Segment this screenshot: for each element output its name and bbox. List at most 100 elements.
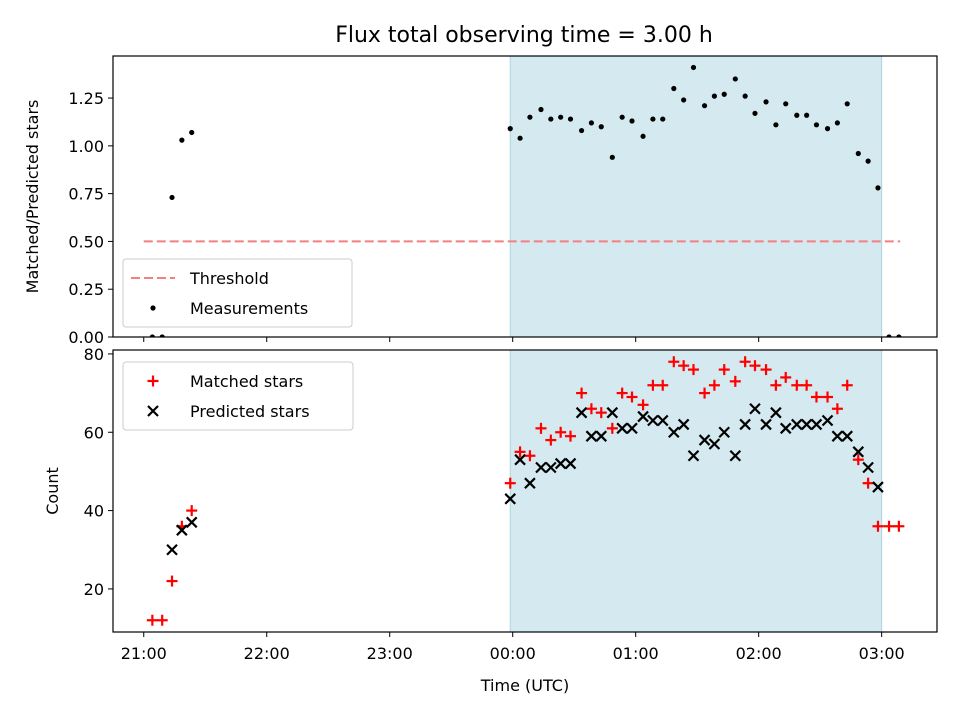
y-tick-label: 0.50	[68, 232, 104, 251]
measurement-point	[681, 97, 687, 103]
plot-area	[146, 356, 905, 626]
axes-frame	[112, 55, 938, 338]
matched-star-point	[626, 391, 638, 403]
measurement-point	[752, 110, 758, 116]
matched-star-point	[156, 614, 168, 626]
y-axis-label: Count	[43, 467, 62, 515]
matched-star-point	[749, 360, 761, 372]
predicted-star-point	[841, 430, 853, 442]
matched-star-point	[668, 356, 680, 368]
predicted-star-point	[176, 524, 188, 536]
matched-star-point	[186, 505, 198, 517]
legend: Matched stars Predicted stars	[122, 361, 354, 431]
predicted-star-point	[708, 438, 721, 450]
measurement-point	[886, 334, 892, 337]
matched-star-point	[893, 520, 905, 532]
plot-area	[143, 64, 902, 337]
y-tick-label: 0.75	[68, 185, 104, 204]
predicted-star-point	[595, 430, 608, 442]
predicted-star-point	[852, 446, 865, 458]
measurement-point	[783, 101, 789, 107]
measurement-point	[567, 116, 574, 122]
matched-star-point	[801, 379, 813, 391]
legend: Threshold Measurements	[122, 258, 353, 328]
measurement-point	[875, 185, 881, 191]
y-axis-label: Matched/Predicted stars	[23, 100, 42, 294]
matched-star-point	[831, 403, 843, 415]
count-panel: 20 40 60 80 21:00 22:00 23:00 00:00 01:00 02:00 03…	[43, 345, 938, 695]
x-tick-label: 23:00	[367, 644, 413, 663]
matched-star-point	[852, 454, 864, 466]
predicted-star-point	[626, 422, 638, 435]
y-tick-label: 60	[84, 423, 104, 442]
legend-label: Matched stars	[190, 372, 303, 391]
predicted-star-point	[718, 426, 731, 439]
predicted-star-point	[729, 449, 742, 462]
matched-star-point	[791, 379, 803, 391]
predicted-star-point	[564, 457, 577, 470]
matched-star-point	[770, 379, 782, 391]
chart-title: Flux total observing time = 3.00 h	[335, 23, 713, 48]
legend-box	[122, 361, 354, 431]
measurement-point	[690, 64, 697, 71]
predicted-star-point	[739, 418, 751, 431]
matched-star-point	[841, 379, 853, 391]
measurement-point	[179, 137, 185, 143]
y-tick-label: 1.00	[68, 137, 104, 156]
predicted-star-point	[524, 477, 536, 489]
predicted-star-point	[791, 418, 803, 431]
axes-frame	[112, 349, 938, 633]
predicted-star-point	[514, 453, 526, 466]
legend-matched-marker	[147, 375, 159, 387]
matched-star-point	[739, 356, 751, 368]
x-tick-label: 02:00	[736, 644, 782, 663]
measurement-point	[844, 101, 850, 107]
measurement-point	[865, 158, 871, 164]
measurement-point	[711, 93, 717, 99]
ratio-panel: 0.00 0.25 0.50 0.75 1.00 1.25 Matched/Predicte…	[23, 55, 938, 347]
measurement-point	[721, 91, 727, 97]
matched-star-point	[585, 403, 597, 415]
legend-predicted-marker	[147, 405, 159, 417]
predicted-star-point	[668, 426, 680, 439]
predicted-star-point	[872, 481, 884, 493]
matched-star-point	[616, 387, 628, 399]
measurement-point	[742, 93, 748, 99]
predicted-star-point	[575, 406, 588, 419]
measurement-point	[701, 103, 708, 109]
predicted-star-point	[831, 430, 844, 442]
measurement-point	[834, 120, 840, 126]
matched-star-point	[576, 387, 588, 399]
predicted-star-point	[504, 493, 517, 505]
predicted-star-point	[677, 418, 690, 431]
matched-star-point	[146, 614, 158, 626]
predicted-star-point	[616, 422, 628, 435]
matched-star-point	[637, 399, 649, 411]
matched-star-point	[535, 422, 547, 434]
measurement-point	[794, 112, 800, 118]
matched-star-point	[555, 426, 567, 438]
measurement-point	[640, 133, 646, 139]
measurement-point	[159, 334, 165, 337]
y-tick-label: 0.25	[68, 280, 104, 299]
measurement-point	[804, 112, 810, 118]
measurement-point	[548, 116, 554, 122]
x-axis-label: Time (UTC)	[480, 676, 569, 695]
measurement-point	[558, 114, 564, 120]
matched-star-point	[699, 387, 711, 399]
measurement-point	[824, 126, 831, 132]
legend-measurements-marker	[150, 305, 156, 311]
matched-star-point	[883, 520, 895, 532]
measurement-point	[507, 126, 513, 132]
measurement-point	[660, 116, 666, 122]
predicted-star-point	[585, 430, 598, 442]
measurement-point	[517, 135, 523, 141]
matched-star-point	[514, 446, 526, 458]
measurement-point	[588, 120, 595, 126]
predicted-star-point	[185, 516, 198, 529]
matched-star-point	[504, 477, 516, 489]
x-tick-label: 01:00	[613, 644, 659, 663]
matched-star-point	[524, 450, 536, 462]
x-tick-label: 00:00	[490, 644, 536, 663]
